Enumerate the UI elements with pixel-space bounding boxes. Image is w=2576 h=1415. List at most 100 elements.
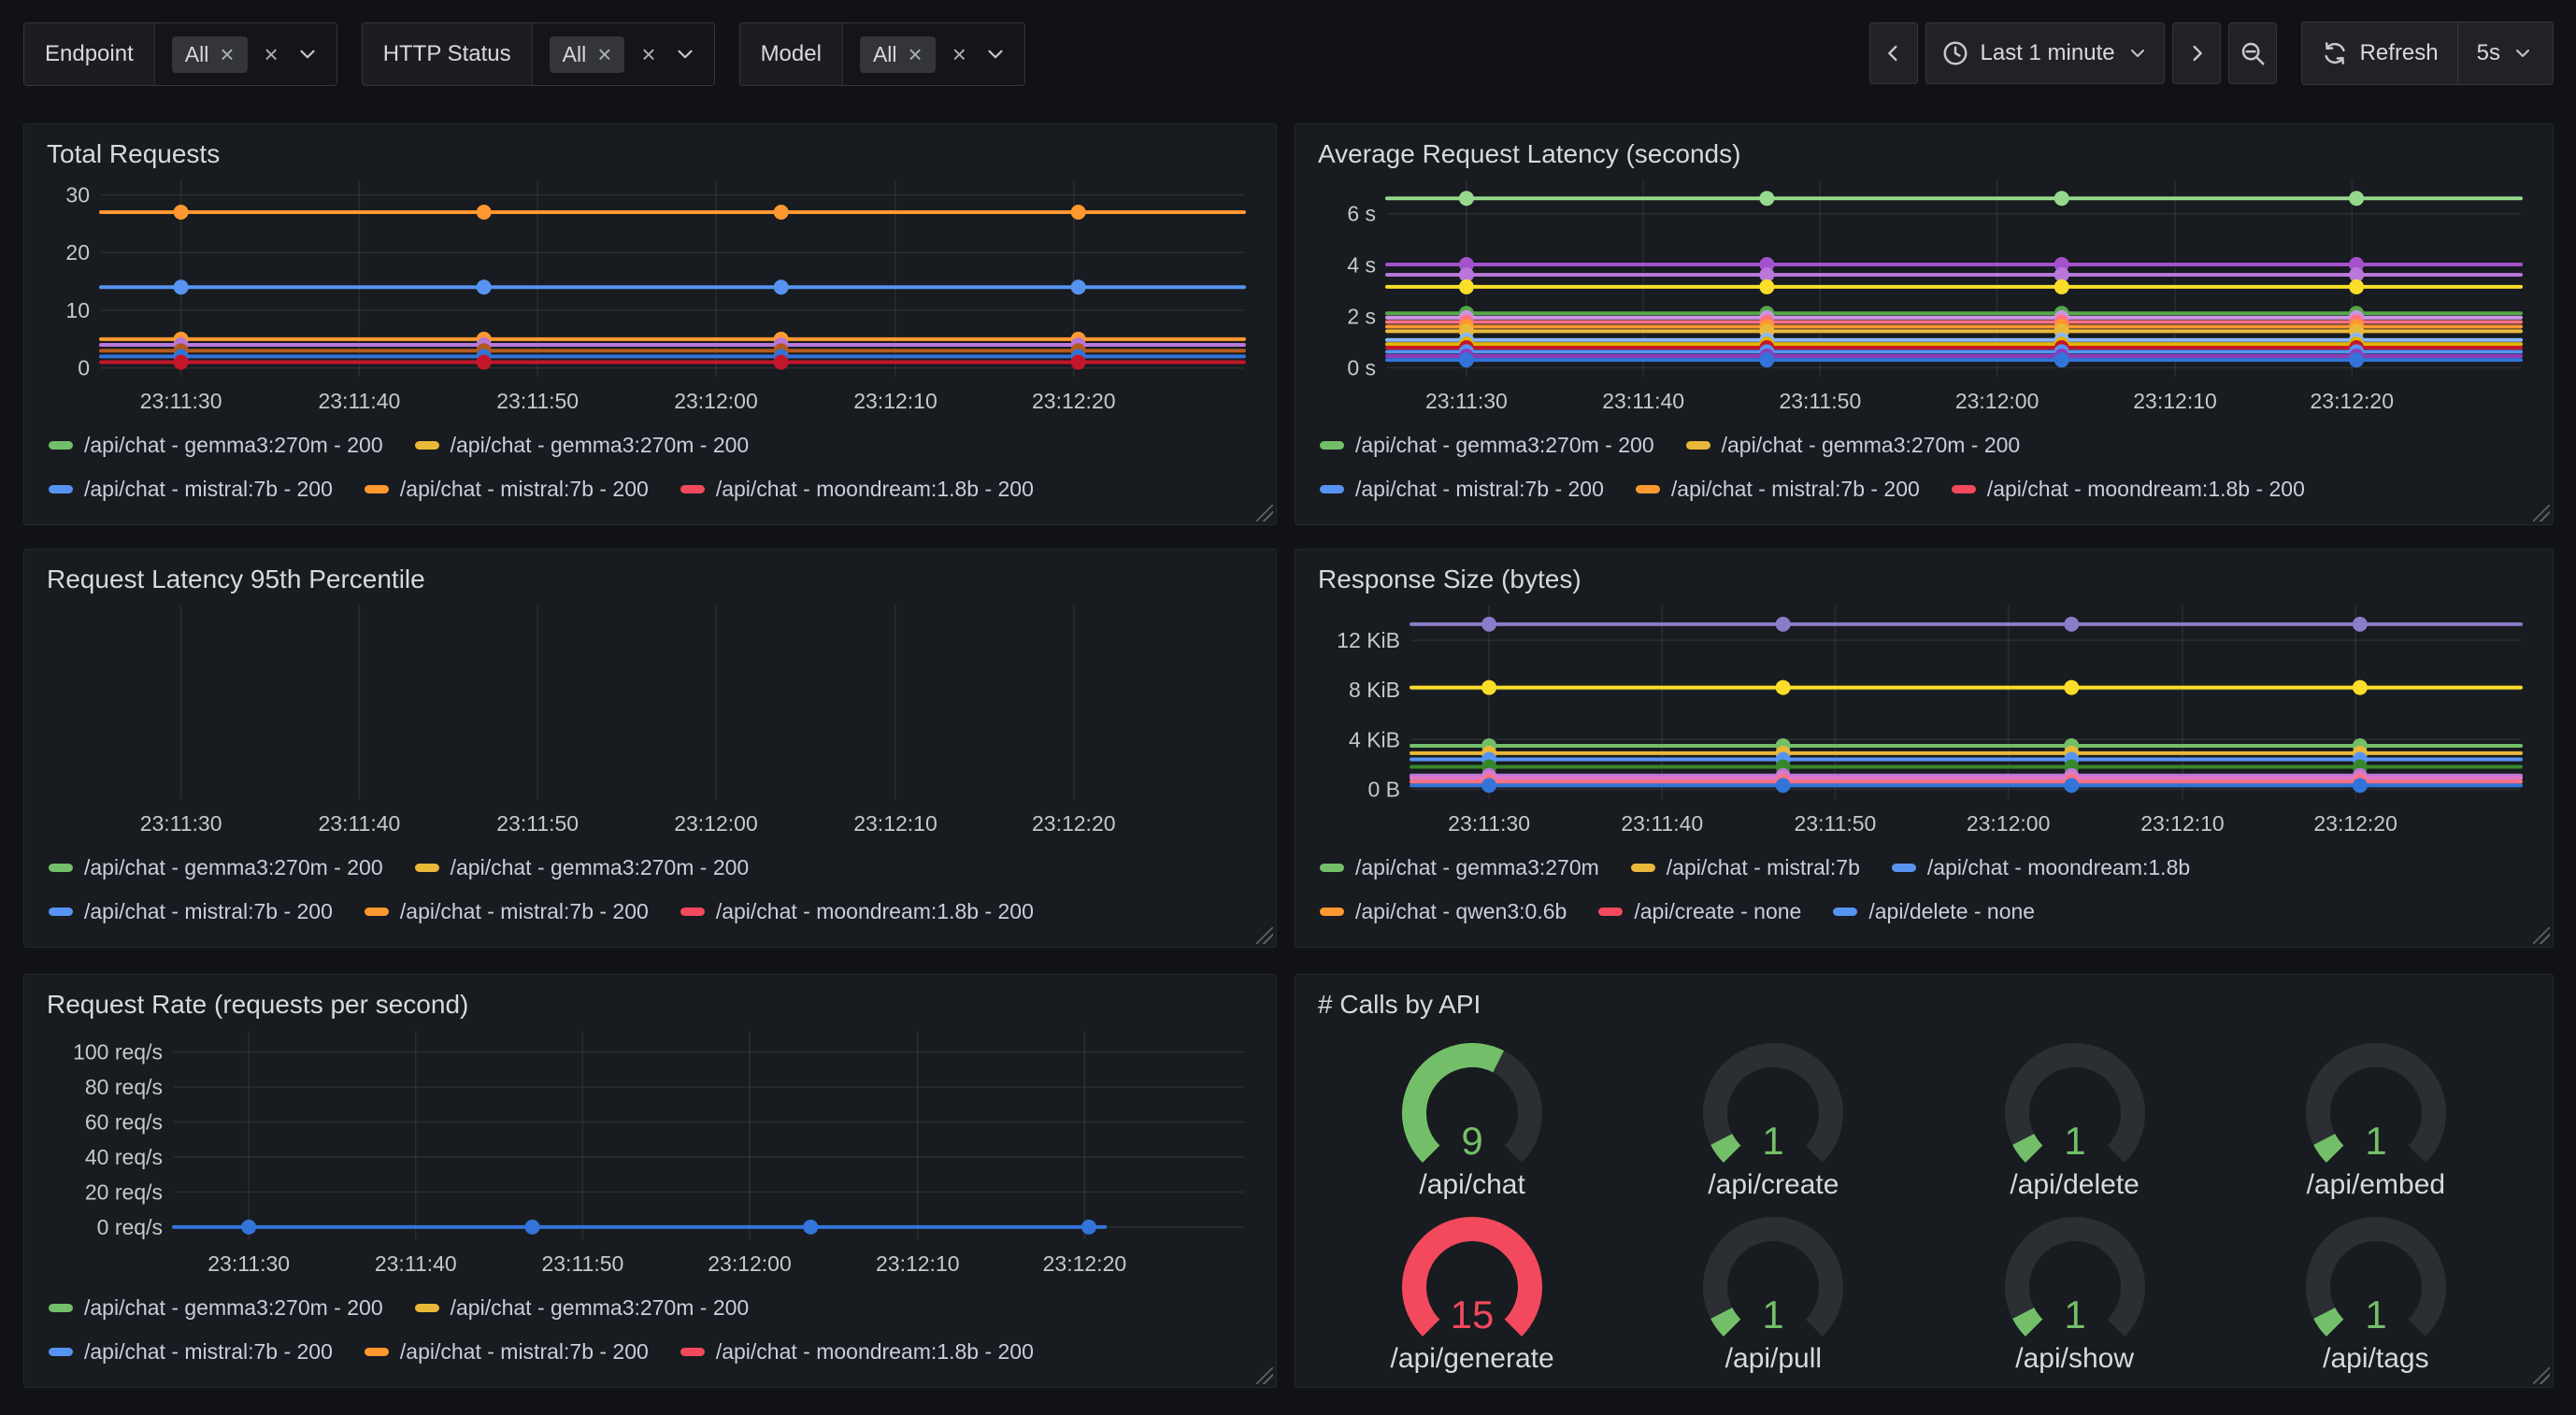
panel-title[interactable]: Request Rate (requests per second) <box>47 990 469 1019</box>
selected-value-chip[interactable]: All × <box>859 36 936 73</box>
legend-item[interactable]: /api/chat - moondream:1.8b - 200 <box>680 1339 1034 1365</box>
chart-response-size[interactable]: 23:11:30 23:11:40 23:11:50 23:12:00 23:12:10… <box>1314 596 2534 842</box>
legend-item[interactable]: /api/chat - mistral:7b - 200 <box>364 1339 649 1365</box>
time-shift-forward-button[interactable] <box>2171 22 2221 84</box>
chevron-down-icon[interactable] <box>673 42 697 66</box>
legend-item[interactable]: /api/chat - mistral:7b - 200 <box>49 1339 333 1365</box>
legend: /api/chat - gemma3:270m/api/chat - mistr… <box>1314 842 2534 937</box>
legend-item[interactable]: /api/chat - gemma3:270m - 200 <box>49 433 383 458</box>
legend-item[interactable]: /api/chat - gemma3:270m - 200 <box>1685 433 2020 458</box>
panel-resize-handle[interactable] <box>2533 505 2550 522</box>
chart-request-latency-95th[interactable]: 23:11:30 23:11:40 23:11:50 23:12:00 23:12:10… <box>43 596 1257 842</box>
filter-model-select[interactable]: All × × <box>842 23 1024 85</box>
clear-all-icon[interactable]: × <box>641 40 656 68</box>
zoom-out-time-button[interactable] <box>2227 22 2277 84</box>
legend-series-label: /api/chat - moondream:1.8b <box>1926 855 2191 879</box>
refresh-icon <box>2321 39 2349 67</box>
filter-endpoint-select[interactable]: All × × <box>154 23 336 85</box>
legend-series-label: /api/chat - moondream:1.8b - 200 <box>715 477 1034 501</box>
legend-series-label: /api/chat - mistral:7b - 200 <box>84 477 333 501</box>
panel-title[interactable]: Average Request Latency (seconds) <box>1318 139 1741 168</box>
refresh-button[interactable]: Refresh <box>2302 22 2457 84</box>
legend-item[interactable]: /api/chat - moondream:1.8b - 200 <box>1951 477 2305 502</box>
chart-request-rate[interactable]: 23:11:30 23:11:40 23:11:50 23:12:00 23:12:10… <box>43 1022 1257 1282</box>
filter-http-status-select[interactable]: All × × <box>532 23 714 85</box>
legend-item[interactable]: /api/delete - none <box>1833 899 2035 924</box>
legend-item[interactable]: /api/chat - moondream:1.8b <box>1891 855 2191 880</box>
time-range-picker-button[interactable]: Last 1 minute <box>1925 22 2165 84</box>
gauge-api-label: /api/pull <box>1724 1343 1823 1374</box>
svg-text:23:11:50: 23:11:50 <box>496 389 579 413</box>
panel-title[interactable]: Total Requests <box>47 139 221 168</box>
legend-item[interactable]: /api/chat - moondream:1.8b - 200 <box>680 899 1034 924</box>
legend-series-marker <box>364 485 389 493</box>
legend-item[interactable]: /api/chat - gemma3:270m - 200 <box>414 855 750 880</box>
svg-text:23:12:20: 23:12:20 <box>2310 389 2394 413</box>
legend-row: /api/chat - gemma3:270m - 200/api/chat -… <box>49 1286 1257 1330</box>
panel-resize-handle[interactable] <box>1256 927 1273 944</box>
clear-all-icon[interactable]: × <box>952 40 966 68</box>
legend-item[interactable]: /api/chat - mistral:7b - 200 <box>1635 477 1920 502</box>
legend-series-label: /api/chat - moondream:1.8b - 200 <box>1986 477 2305 501</box>
legend-item[interactable]: /api/chat - mistral:7b <box>1630 855 1860 880</box>
legend-series-marker <box>680 1348 705 1356</box>
selected-value-chip[interactable]: All × <box>549 36 625 73</box>
panel-resize-handle[interactable] <box>2533 1367 2550 1384</box>
panel-title[interactable]: # Calls by API <box>1318 990 1481 1019</box>
time-shift-back-button[interactable] <box>1868 22 1918 84</box>
gauge-arc: 1 <box>2305 1043 2446 1164</box>
gauge-api-pull: 1 /api/pull <box>1623 1201 1924 1375</box>
remove-value-icon[interactable]: × <box>908 40 923 68</box>
remove-value-icon[interactable]: × <box>597 40 612 68</box>
legend-series-marker <box>49 485 73 493</box>
legend-item[interactable]: /api/chat - qwen3:0.6b <box>1320 899 1567 924</box>
panel-title[interactable]: Request Latency 95th Percentile <box>47 565 425 593</box>
panel-resize-handle[interactable] <box>2533 927 2550 944</box>
chevron-left-icon <box>1881 40 1907 66</box>
refresh-interval-dropdown[interactable]: 5s <box>2456 22 2553 84</box>
svg-text:23:12:10: 23:12:10 <box>876 1251 960 1276</box>
legend-item[interactable]: /api/chat - gemma3:270m - 200 <box>49 855 383 880</box>
svg-text:23:12:10: 23:12:10 <box>2133 389 2217 413</box>
panel-resize-handle[interactable] <box>1256 505 1273 522</box>
legend-series-marker <box>49 441 73 450</box>
gauge-api-label: /api/delete <box>2010 1169 2140 1200</box>
legend: /api/chat - gemma3:270m - 200/api/chat -… <box>1314 420 2534 515</box>
legend-series-label: /api/chat - moondream:1.8b - 200 <box>715 1339 1034 1364</box>
chevron-down-icon[interactable] <box>983 42 1008 66</box>
legend-item[interactable]: /api/chat - mistral:7b - 200 <box>49 477 333 502</box>
selected-value-chip[interactable]: All × <box>171 36 248 73</box>
legend-series-label: /api/chat - mistral:7b - 200 <box>1355 477 1604 501</box>
legend-row: /api/chat - qwen3:0.6b/api/create - none… <box>1320 890 2534 934</box>
legend-series-label: /api/chat - gemma3:270m <box>1355 855 1599 879</box>
legend-item[interactable]: /api/chat - gemma3:270m - 200 <box>414 1295 749 1321</box>
legend-item[interactable]: /api/chat - gemma3:270m - 200 <box>1320 433 1654 458</box>
chip-label: All <box>872 41 897 66</box>
legend-item[interactable]: /api/chat - mistral:7b - 200 <box>49 899 333 924</box>
remove-value-icon[interactable]: × <box>220 40 235 68</box>
legend-item[interactable]: /api/create - none <box>1598 899 1801 924</box>
chevron-down-icon[interactable] <box>295 42 320 66</box>
legend-series-label: /api/chat - mistral:7b <box>1666 855 1860 879</box>
legend-item[interactable]: /api/chat - mistral:7b - 200 <box>364 477 649 502</box>
legend-item[interactable]: /api/chat - moondream:1.8b - 200 <box>680 477 1034 502</box>
svg-text:23:11:50: 23:11:50 <box>1795 811 1877 836</box>
legend-series-label: /api/delete - none <box>1868 899 2036 923</box>
chart-total-requests[interactable]: 23:11:30 23:11:40 23:11:50 23:12:00 23:12:10… <box>43 171 1257 420</box>
panel-title[interactable]: Response Size (bytes) <box>1318 565 1581 593</box>
legend-item[interactable]: /api/chat - mistral:7b - 200 <box>364 899 649 924</box>
gauge-api-create: 1 /api/create <box>1623 1027 1924 1201</box>
legend-item[interactable]: /api/chat - gemma3:270m - 200 <box>49 1295 383 1321</box>
legend-series-label: /api/chat - gemma3:270m - 200 <box>450 855 750 879</box>
legend-item[interactable]: /api/chat - gemma3:270m <box>1320 855 1599 880</box>
clear-all-icon[interactable]: × <box>264 40 279 68</box>
svg-text:4 s: 4 s <box>1347 253 1376 278</box>
panel-resize-handle[interactable] <box>1256 1367 1273 1384</box>
refresh-label: Refresh <box>2359 40 2439 65</box>
chart-average-request-latency[interactable]: 23:11:30 23:11:40 23:11:50 23:12:00 23:12:10… <box>1314 171 2534 420</box>
svg-text:23:12:00: 23:12:00 <box>674 389 758 413</box>
legend: /api/chat - gemma3:270m - 200/api/chat -… <box>43 1282 1257 1378</box>
panel-request-rate: Request Rate (requests per second) 23:11… <box>23 974 1277 1388</box>
legend-item[interactable]: /api/chat - mistral:7b - 200 <box>1320 477 1604 502</box>
legend-item[interactable]: /api/chat - gemma3:270m - 200 <box>414 433 749 458</box>
